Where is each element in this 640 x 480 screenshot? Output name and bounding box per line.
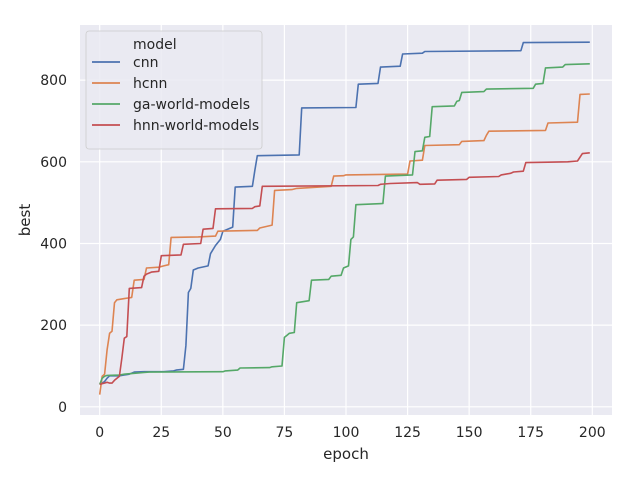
series-line-hnn-world-models xyxy=(99,152,590,386)
x-tick-label: 100 xyxy=(333,425,360,441)
series-line-hcnn xyxy=(98,93,590,395)
series-line-ga-world-models xyxy=(98,63,590,385)
y-tick-label: 800 xyxy=(40,73,67,89)
x-tick-label: 200 xyxy=(579,425,606,441)
y-tick-label: 200 xyxy=(40,318,67,334)
y-tick-label: 0 xyxy=(58,400,67,416)
legend-entry-hnn-world-models: hnn-world-models xyxy=(133,118,259,134)
x-tick-labels: 0 25 50 75 100 125 150 175 200 xyxy=(95,425,605,441)
y-axis-label: best xyxy=(16,204,34,237)
x-tick-label: 75 xyxy=(276,425,294,441)
series-lines xyxy=(98,41,590,395)
y-tick-label: 400 xyxy=(40,236,67,252)
x-tick-label: 175 xyxy=(517,425,544,441)
legend-entry-cnn: cnn xyxy=(133,55,158,71)
y-tick-labels: 0 200 400 600 800 xyxy=(40,73,67,416)
x-tick-label: 125 xyxy=(394,425,421,441)
legend-entry-ga-world-models: ga-world-models xyxy=(133,97,250,113)
x-tick-label: 25 xyxy=(152,425,170,441)
y-tick-label: 600 xyxy=(40,155,67,171)
x-axis-label: epoch xyxy=(323,445,369,463)
x-tick-label: 50 xyxy=(214,425,232,441)
x-tick-label: 150 xyxy=(456,425,483,441)
legend-entry-hcnn: hcnn xyxy=(133,76,167,92)
x-tick-label: 0 xyxy=(95,425,104,441)
legend-title: model xyxy=(133,37,177,53)
legend-box xyxy=(85,30,263,150)
legend: model cnn hcnn ga-world-models hnn-world-mo… xyxy=(85,30,263,150)
